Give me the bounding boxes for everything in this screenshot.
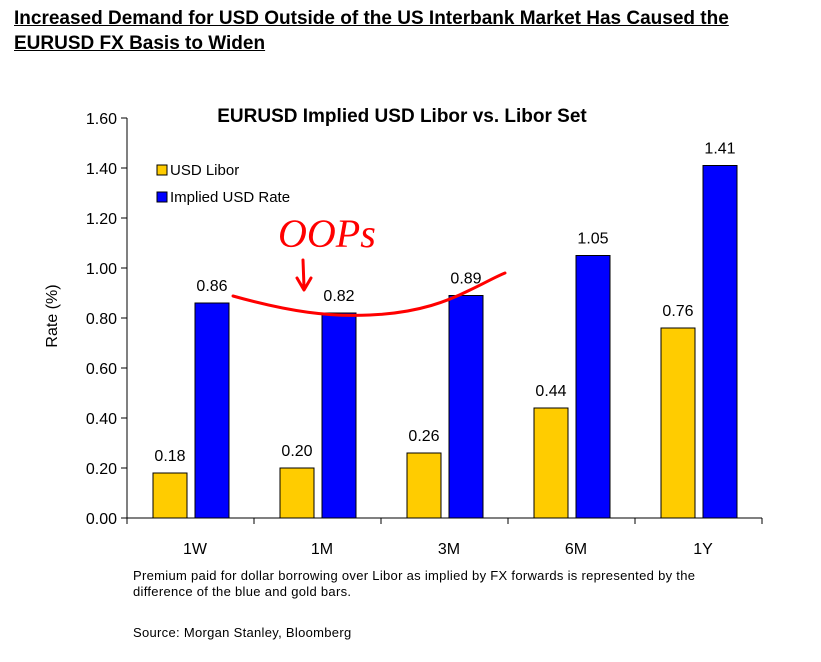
usd-libor-bar [406,452,442,519]
usd-libor-bar [533,407,569,519]
usd-libor-bar [279,467,315,519]
usd-libor-value-label: 0.26 [408,428,439,445]
y-tick-label: 0.80 [86,311,117,328]
y-tick-label: 1.00 [86,261,117,278]
y-tick-label: 0.60 [86,361,117,378]
oops-annotation-text: OOPs [278,211,376,256]
headline: Increased Demand for USD Outside of the … [14,8,729,54]
y-tick-label: 0.40 [86,411,117,428]
x-category-label: 1Y [693,541,713,558]
usd-libor-bar [660,327,696,519]
implied-usd-value-label: 1.41 [704,141,735,158]
implied-usd-bar [194,302,230,519]
implied-usd-value-label: 0.89 [450,271,481,288]
legend-swatch-implied-usd [156,191,168,203]
y-axis: 0.00 0.20 0.40 0.60 0.80 1.00 1.20 1.40 1.60 [86,111,128,528]
legend-label-implied-usd: Implied USD Rate [170,189,290,206]
legend-swatch-usd-libor [156,164,168,176]
legend: USD Libor Implied USD Rate [156,162,290,206]
implied-usd-bar [448,295,484,519]
x-category-label: 6M [565,541,587,558]
usd-libor-value-label: 0.18 [154,448,185,465]
x-tick-labels: 1W 1M 3M 6M 1Y [183,541,713,558]
implied-usd-value-label: 0.82 [323,288,354,305]
chart-caption: Premium paid for dollar borrowing over L… [133,568,696,599]
usd-libor-value-label: 0.20 [281,443,312,460]
usd-libor-value-label: 0.76 [662,303,693,320]
implied-usd-value-label: 1.05 [577,231,608,248]
usd-libor-value-label: 0.44 [535,383,566,400]
y-axis-title: Rate (%) [44,284,61,347]
source-note: Source: Morgan Stanley, Bloomberg [133,625,352,640]
implied-usd-bar [702,165,738,519]
y-tick-label: 1.40 [86,161,117,178]
y-tick-label: 1.60 [86,111,117,128]
legend-label-usd-libor: USD Libor [170,162,239,179]
x-category-label: 1M [311,541,333,558]
implied-usd-bar [575,255,611,519]
smile-curve [231,271,507,317]
x-category-label: 3M [438,541,460,558]
y-tick-label: 0.20 [86,461,117,478]
y-tick-label: 0.00 [86,511,117,528]
bars [152,165,738,519]
x-category-label: 1W [183,541,208,558]
annotation: OOPs [231,211,507,317]
usd-libor-bar [152,472,188,519]
implied-usd-value-label: 0.86 [196,278,227,295]
arrow-down-icon [295,258,313,292]
chart-title: EURUSD Implied USD Libor vs. Libor Set [217,106,587,127]
implied-usd-bar [321,312,357,519]
x-axis [126,517,763,524]
y-tick-label: 1.20 [86,211,117,228]
bar-labels: 0.18 0.20 0.26 0.44 0.76 0.86 0.82 0.89 1.05 1.41 [154,141,735,466]
